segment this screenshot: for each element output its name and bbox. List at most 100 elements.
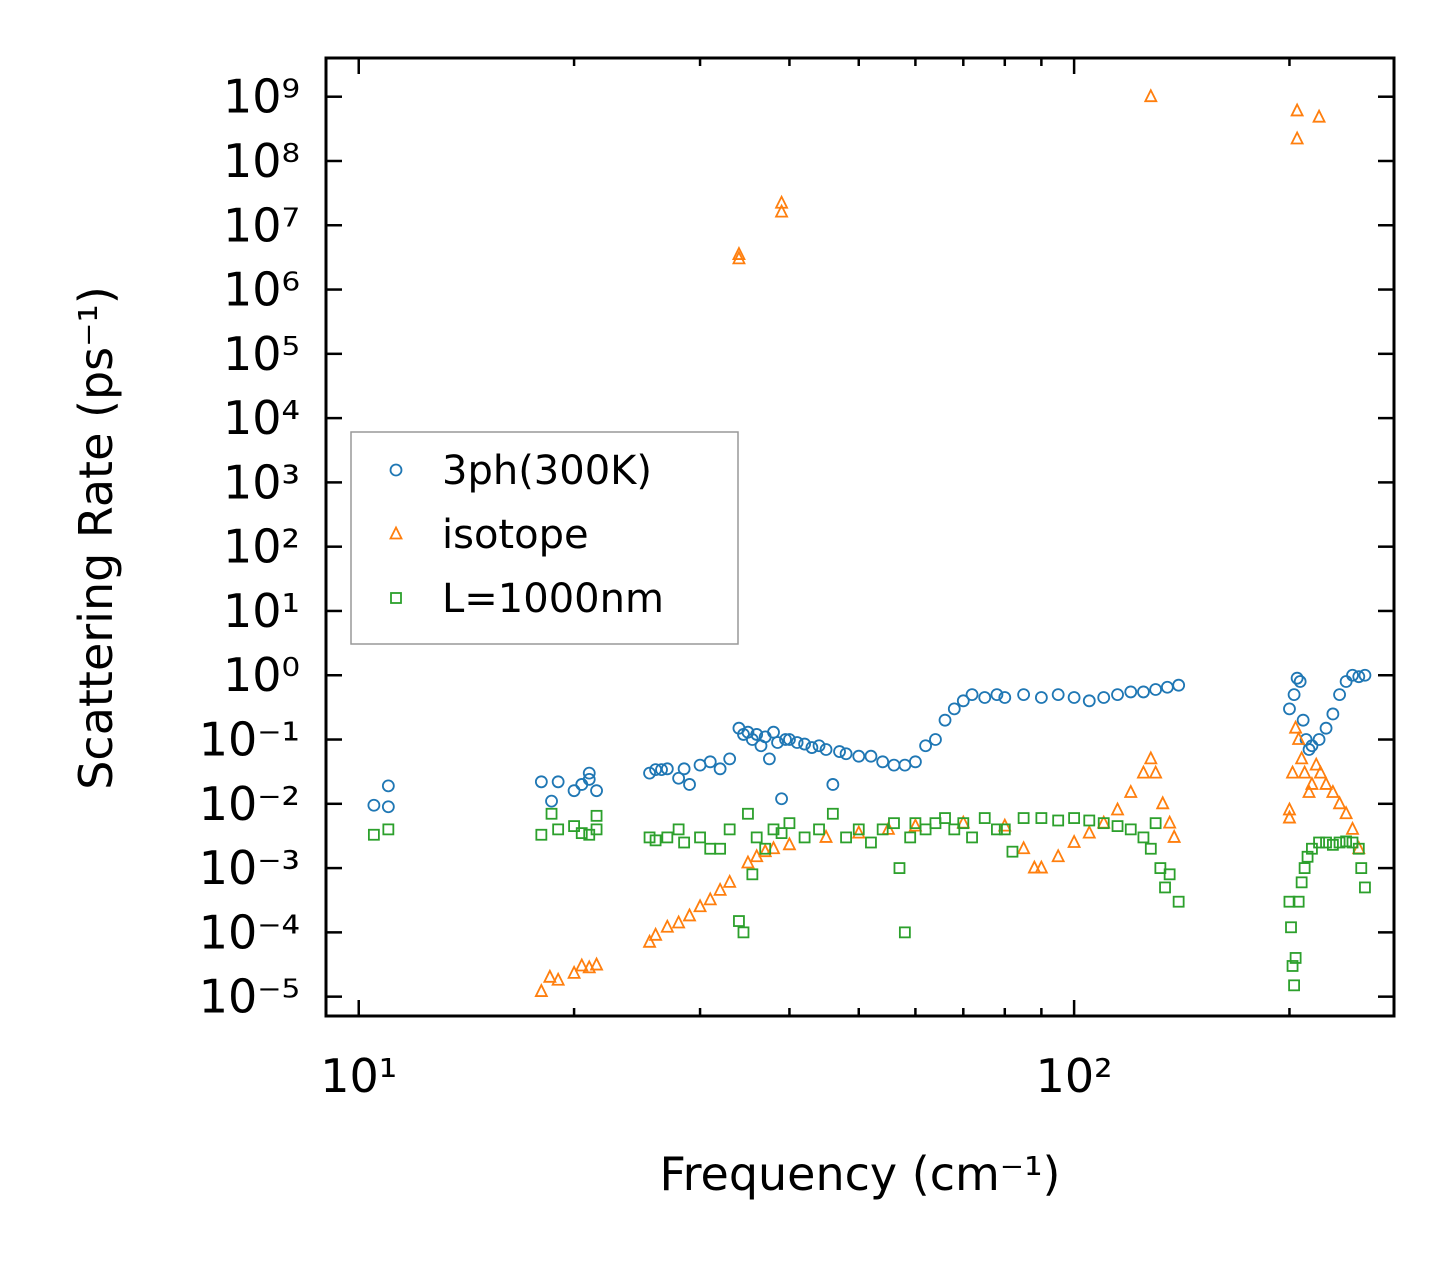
data-point <box>703 891 718 906</box>
data-point <box>1290 671 1304 685</box>
data-point <box>826 807 839 820</box>
data-point <box>648 926 663 941</box>
data-point <box>1017 688 1031 701</box>
data-point <box>1352 670 1366 684</box>
data-point <box>677 762 691 776</box>
data-point <box>1295 876 1308 889</box>
data-point <box>840 831 852 844</box>
data-point <box>1288 979 1300 992</box>
data-point <box>1067 833 1082 848</box>
data-point <box>852 823 865 836</box>
data-point <box>703 755 717 769</box>
data-point <box>551 971 566 986</box>
data-point <box>1136 764 1151 779</box>
data-point <box>1288 719 1303 734</box>
data-point <box>762 752 776 766</box>
data-point <box>1313 836 1325 849</box>
data-point <box>1313 764 1328 779</box>
data-point <box>742 807 754 820</box>
data-point <box>998 691 1012 704</box>
data-point <box>790 736 804 749</box>
data-point <box>1283 702 1296 716</box>
data-point <box>1124 823 1137 836</box>
data-point <box>1035 812 1048 824</box>
y-axis-label: Scattering Rate (ps⁻¹) <box>69 286 123 790</box>
data-point <box>367 828 380 841</box>
data-point <box>671 914 686 929</box>
data-point <box>1111 688 1124 701</box>
data-point <box>1346 836 1359 849</box>
data-point <box>813 823 825 836</box>
data-point <box>1285 764 1300 779</box>
data-point <box>746 868 759 881</box>
data-point <box>1333 836 1346 849</box>
legend-label: isotope <box>442 512 589 558</box>
data-point <box>1149 683 1163 696</box>
data-point <box>956 694 970 708</box>
data-point <box>1340 835 1353 848</box>
data-point <box>551 775 565 789</box>
data-point <box>1111 820 1124 832</box>
data-point <box>819 828 833 843</box>
data-point <box>381 800 395 814</box>
data-point <box>590 809 603 822</box>
data-point <box>381 779 395 793</box>
legend: 3ph(300K) isotope L=1000nm <box>350 431 739 645</box>
data-point <box>1162 814 1177 829</box>
data-point <box>683 778 696 791</box>
data-point <box>1294 750 1309 765</box>
data-point <box>1302 783 1316 798</box>
data-point <box>649 834 662 847</box>
y-tick-label: 10⁰ <box>223 648 300 702</box>
y-tick-label: 10⁻⁵ <box>199 970 300 1024</box>
y-tick-label: 10⁻⁴ <box>199 905 300 959</box>
data-point <box>779 733 792 746</box>
data-point <box>1110 801 1125 816</box>
data-point <box>1339 805 1354 820</box>
data-point <box>759 842 772 855</box>
data-point <box>750 831 763 844</box>
data-point <box>535 828 548 841</box>
data-point <box>1123 783 1138 798</box>
data-point <box>590 823 603 836</box>
data-point <box>909 755 922 769</box>
data-point <box>534 983 549 997</box>
data-point <box>1167 828 1182 843</box>
data-point <box>1282 809 1297 824</box>
data-point <box>771 736 784 749</box>
data-point <box>382 823 395 836</box>
data-point <box>1297 764 1312 779</box>
x-tick-label: 10² <box>1036 1049 1113 1103</box>
x-tick-label: 10¹ <box>320 1049 397 1103</box>
data-point <box>655 763 668 777</box>
data-point <box>575 827 588 840</box>
data-point <box>660 918 675 933</box>
data-point <box>660 762 674 776</box>
data-point <box>643 831 656 844</box>
data-point <box>1358 668 1372 682</box>
y-tick-label: 10⁶ <box>223 263 300 317</box>
x-axis-label: Frequency (cm⁻¹) <box>660 1147 1061 1201</box>
data-point <box>1172 895 1185 908</box>
data-point <box>589 956 604 971</box>
data-point <box>782 836 797 851</box>
data-point <box>545 794 558 808</box>
legend-marker <box>389 525 403 540</box>
data-point <box>908 817 923 832</box>
data-point <box>590 784 603 798</box>
data-point <box>1124 685 1138 699</box>
data-point <box>567 784 581 798</box>
data-point <box>1282 801 1297 816</box>
data-point <box>1352 842 1365 855</box>
data-point <box>1051 688 1065 701</box>
data-point <box>1359 881 1371 894</box>
data-point <box>833 745 846 758</box>
data-point <box>661 831 674 844</box>
data-point <box>1017 812 1030 824</box>
data-point <box>713 762 727 776</box>
data-point <box>1155 795 1170 810</box>
data-point <box>1027 859 1042 874</box>
data-point <box>978 812 991 824</box>
data-point <box>851 824 866 839</box>
